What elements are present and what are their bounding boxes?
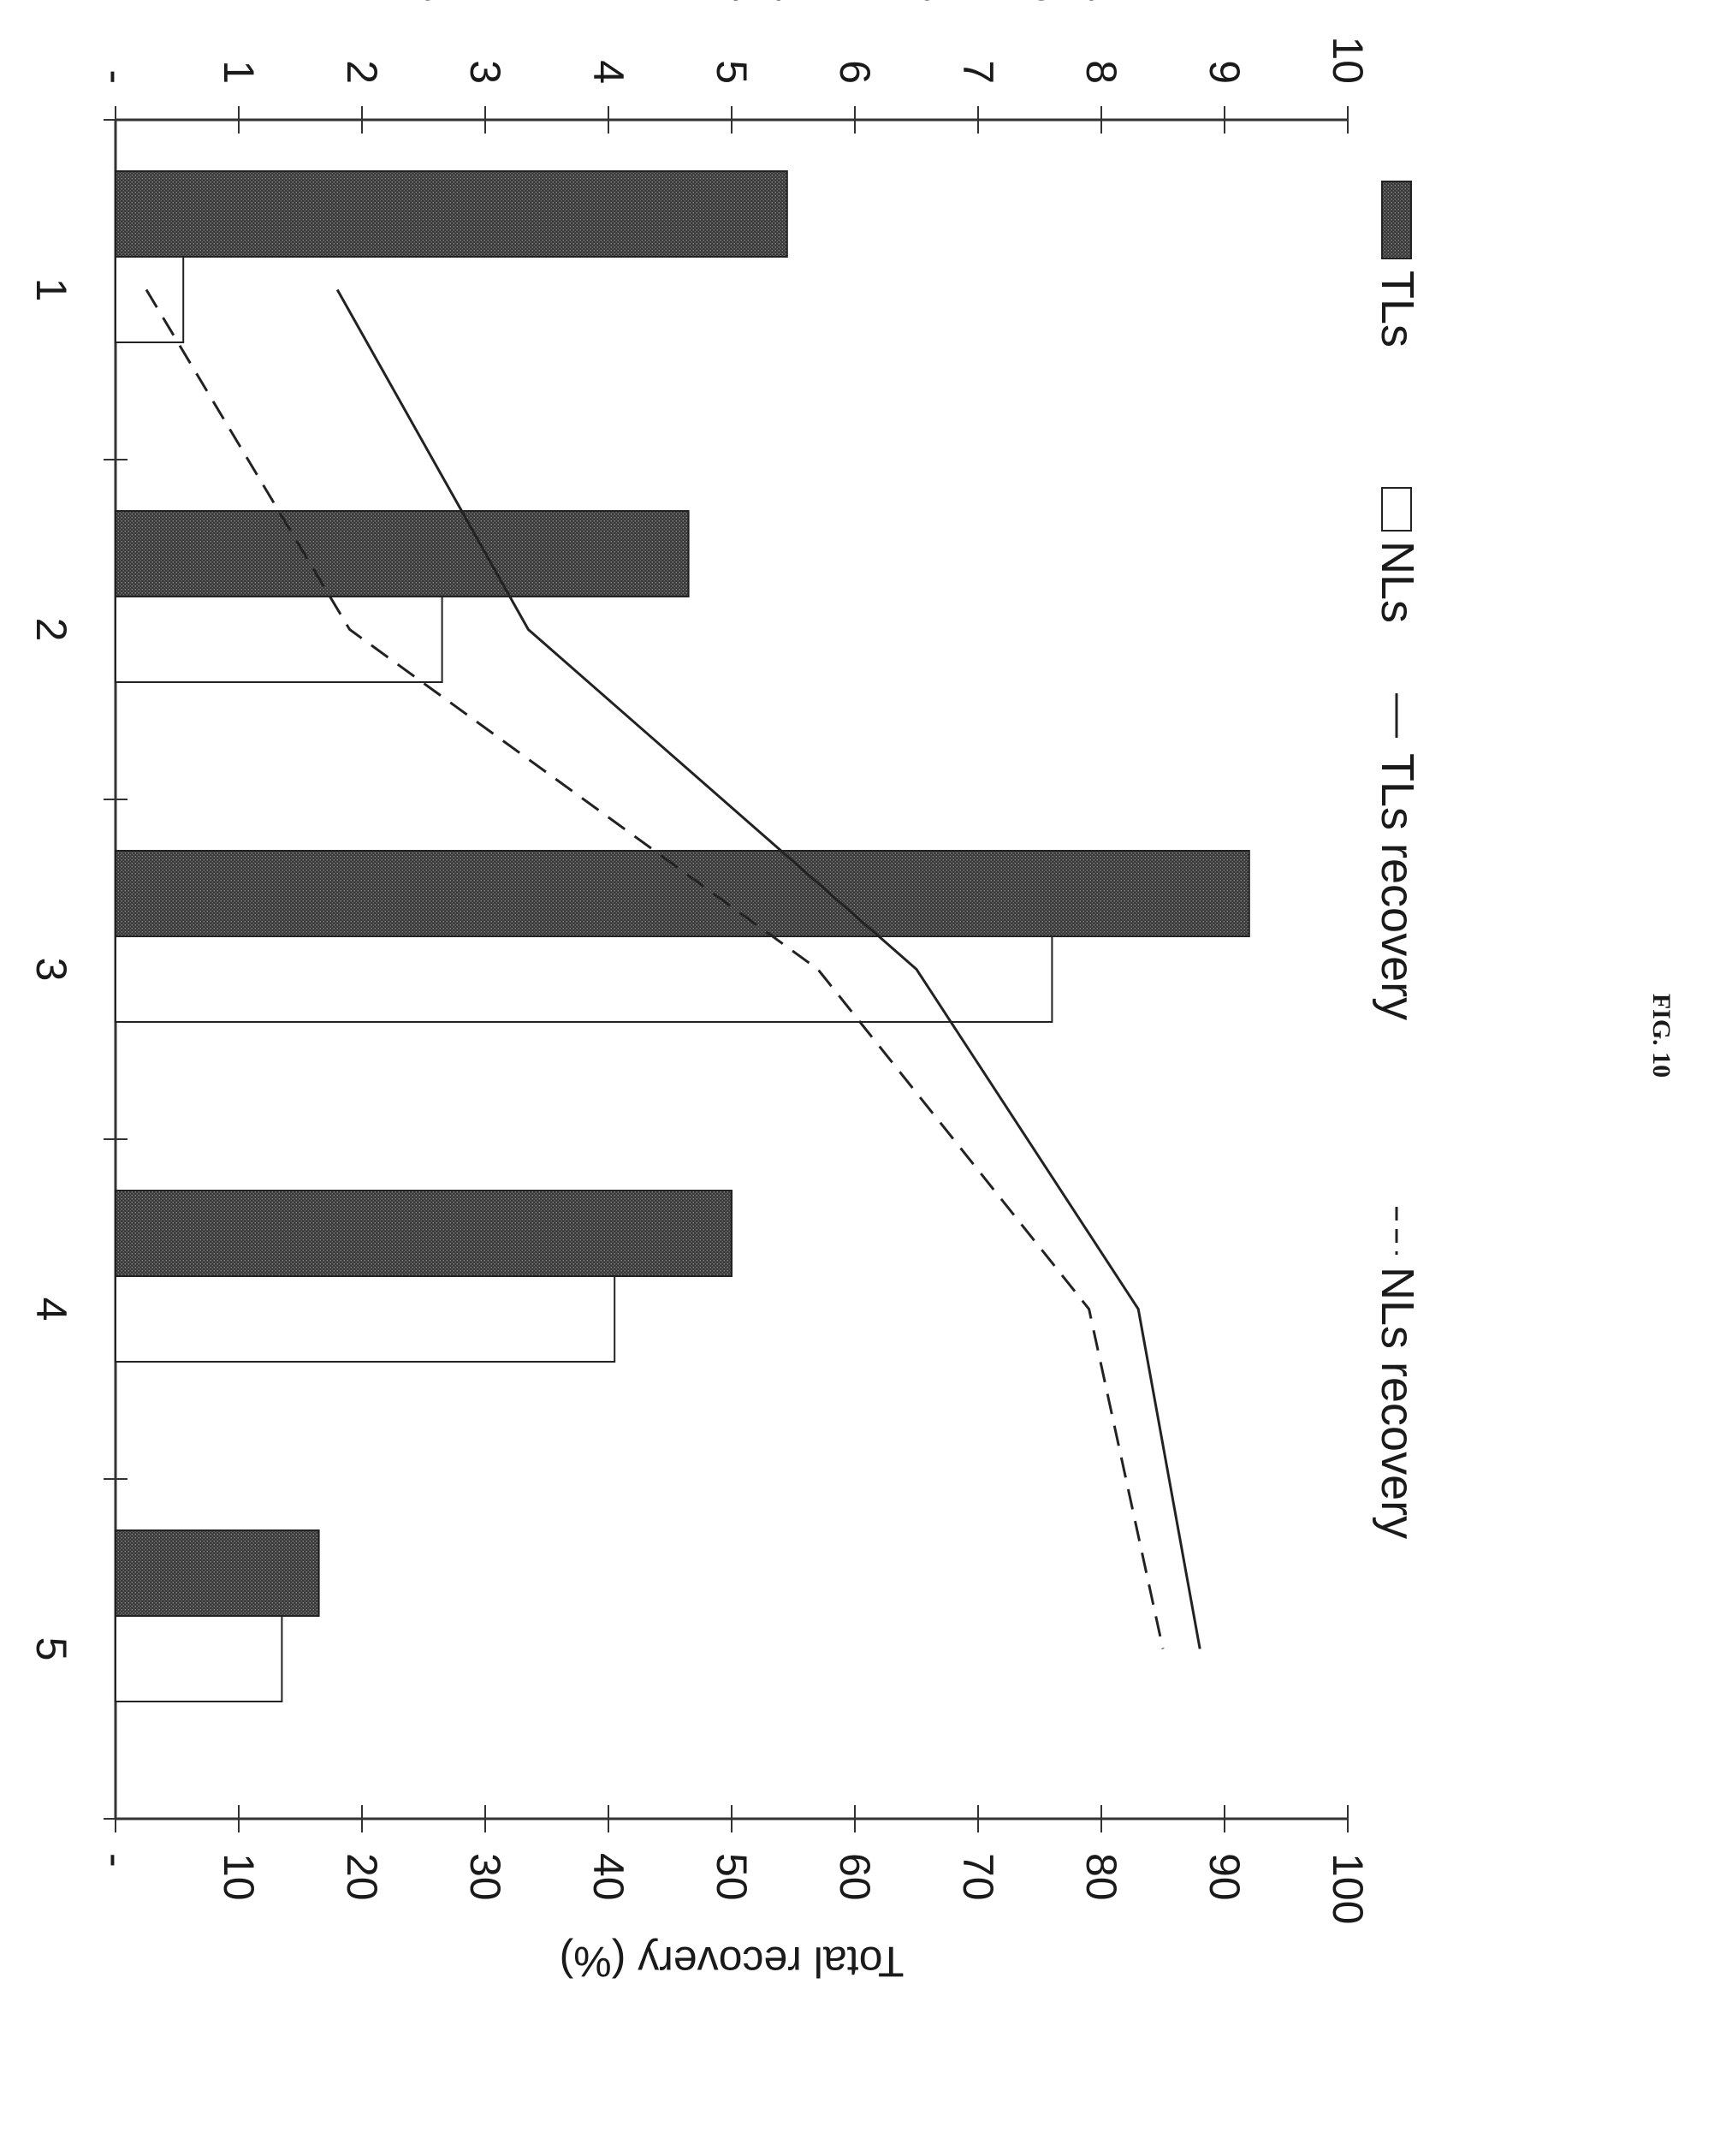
bar-tls (116, 1191, 732, 1276)
left-y-axis-title: Oil yield in each step (% of Dry Weight) (360, 0, 1104, 1)
legend-label: TLs (1372, 270, 1423, 347)
bar-nls (116, 257, 183, 342)
right-y-tick-label: 20 (338, 1853, 386, 1901)
left-y-tick-label: 3 (461, 60, 509, 84)
figure-label: FIG. 10 (1647, 994, 1676, 1078)
bar-tls (116, 851, 1249, 936)
left-y-tick-label: 7 (954, 60, 1002, 84)
right-y-tick-label: 50 (708, 1853, 756, 1901)
bar-tls (116, 511, 689, 597)
bar-nls (116, 1276, 614, 1362)
right-y-tick-label: 10 (215, 1853, 263, 1901)
legend-label: NLs (1372, 541, 1423, 623)
left-y-tick-label: 2 (338, 60, 386, 84)
left-y-tick-label: 4 (584, 60, 632, 84)
right-y-tick-label: 40 (584, 1853, 632, 1901)
legend-label: TLs recovery (1372, 753, 1423, 1020)
legend-symbol-nls (1382, 488, 1411, 531)
right-y-tick-label: 80 (1077, 1853, 1125, 1901)
left-y-tick-label: 8 (1077, 60, 1125, 84)
bar-tls (116, 1530, 319, 1616)
left-y-tick-label: - (92, 69, 139, 84)
left-y-tick-label: 10 (1324, 36, 1372, 84)
left-y-tick-label: 1 (215, 60, 263, 84)
x-tick-label: 2 (27, 618, 75, 642)
figure: -12345678910-10203040506070809010012345E… (0, 0, 1732, 2152)
x-tick-label: 1 (27, 278, 75, 302)
legend-label: NLs recovery (1372, 1267, 1423, 1539)
legend-symbol-tls (1382, 181, 1411, 258)
chart-svg: -12345678910-10203040506070809010012345E… (0, 0, 1732, 2152)
left-y-tick-label: 9 (1201, 60, 1249, 84)
right-y-tick-label: 30 (461, 1853, 509, 1901)
bar-nls (116, 936, 1052, 1022)
left-y-tick-label: 6 (831, 60, 879, 84)
bar-nls (116, 597, 442, 682)
left-y-tick-label: 5 (708, 60, 756, 84)
right-y-axis-title: Total recovery (%) (560, 1938, 905, 1986)
bar-tls (116, 171, 787, 257)
x-tick-label: 4 (27, 1298, 75, 1322)
right-y-tick-label: - (92, 1853, 139, 1868)
plot-area: -12345678910-10203040506070809010012345E… (0, 0, 1423, 1986)
x-tick-label: 3 (27, 958, 75, 982)
bar-nls (116, 1616, 282, 1702)
right-y-tick-label: 60 (831, 1853, 879, 1901)
right-y-tick-label: 90 (1201, 1853, 1249, 1901)
right-y-tick-label: 70 (954, 1853, 1002, 1901)
right-y-tick-label: 100 (1324, 1853, 1372, 1924)
x-tick-label: 5 (27, 1637, 75, 1661)
